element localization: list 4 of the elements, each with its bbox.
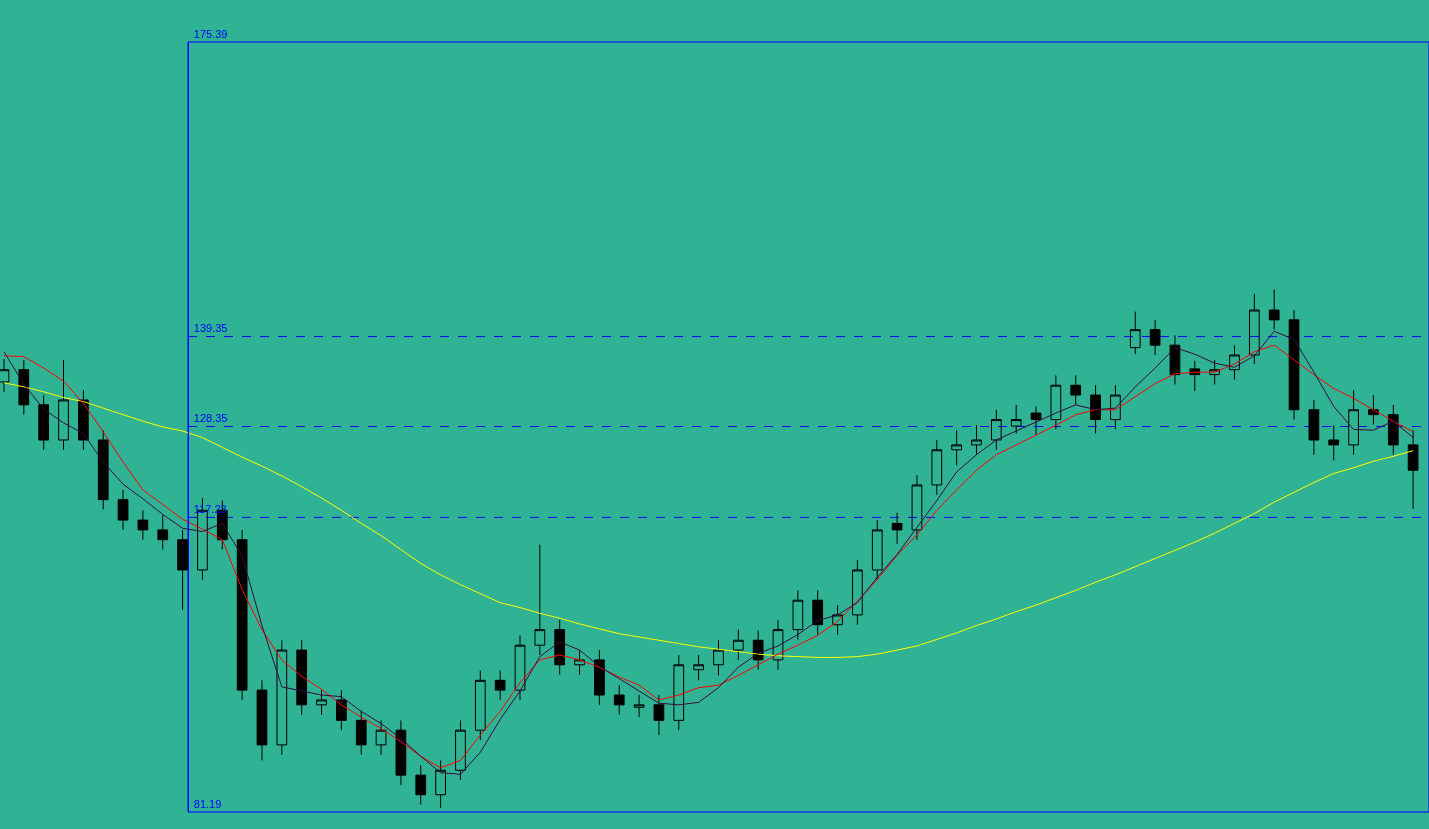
y-tick-label: 81.19 (193, 797, 222, 810)
y-tick-label: 139.35 (193, 322, 228, 335)
y-tick-label: 128.35 (193, 412, 228, 425)
y-tick-label: 175.39 (193, 27, 228, 40)
